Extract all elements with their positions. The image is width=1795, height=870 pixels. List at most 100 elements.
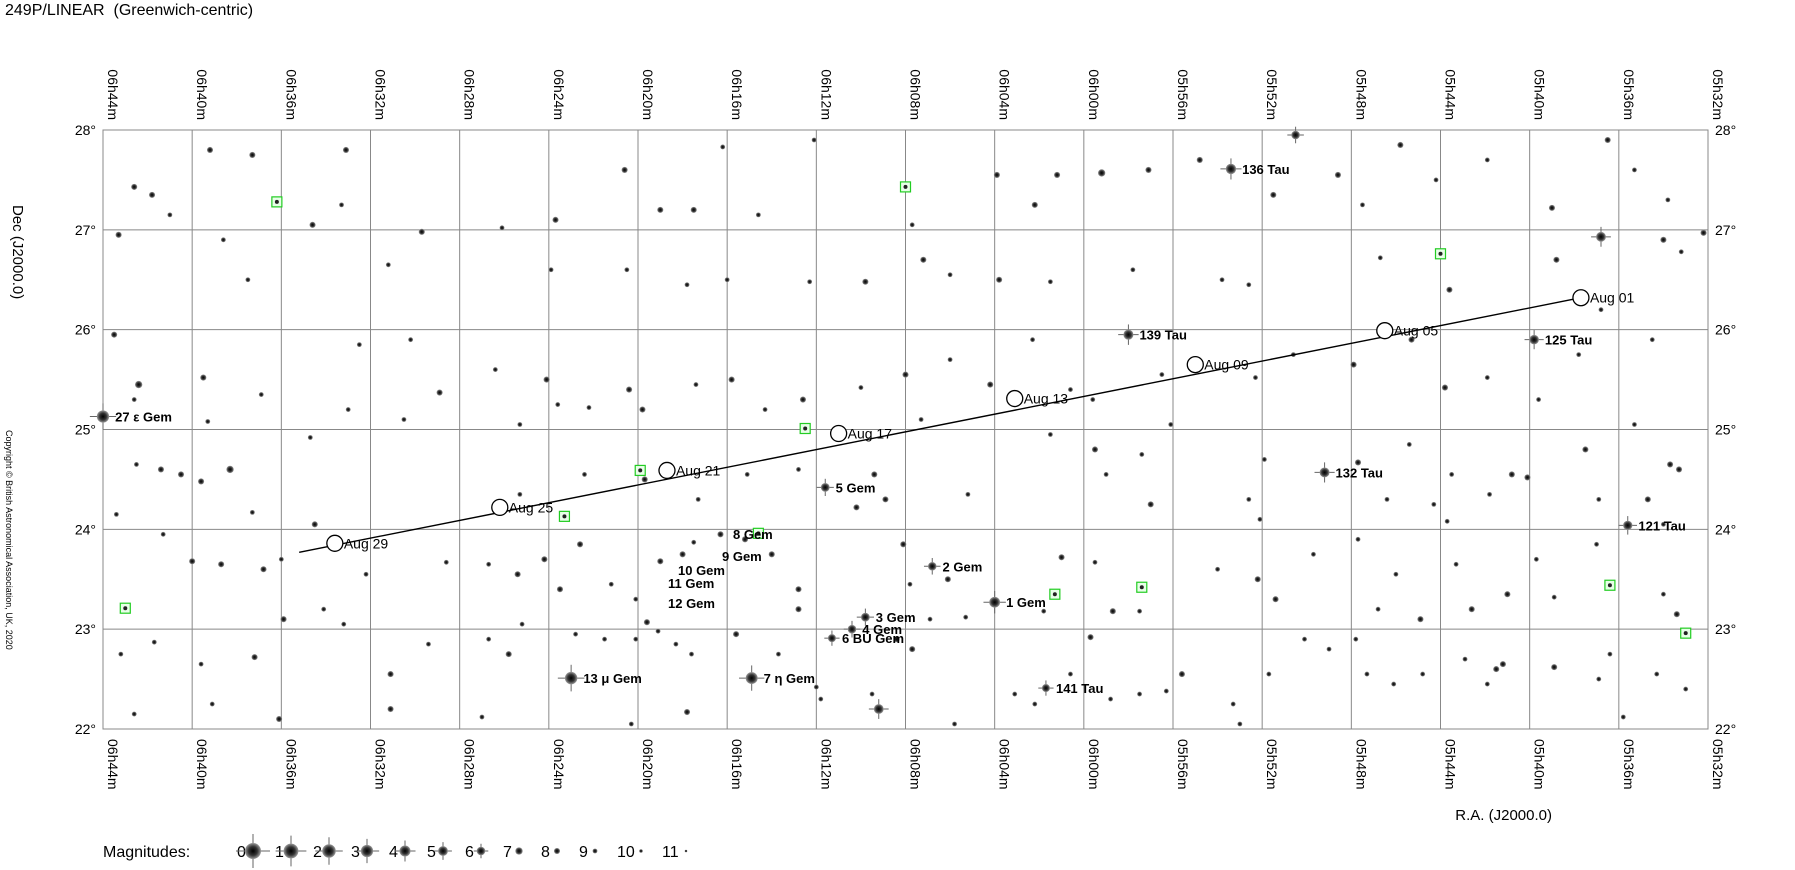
star (1047, 432, 1053, 437)
star (628, 721, 634, 727)
star (505, 651, 512, 658)
named-star (1529, 334, 1539, 345)
ra-tick-label-top: 06h44m (105, 69, 121, 120)
named-star-label: 132 Tau (1336, 465, 1384, 480)
star (1272, 596, 1279, 603)
legend-mag-label: 2 (313, 844, 322, 861)
star (1092, 559, 1098, 565)
ra-tick-label-bottom: 06h28m (462, 739, 478, 790)
ra-tick-label-bottom: 05h52m (1264, 739, 1280, 790)
star (1168, 422, 1174, 427)
star (1215, 566, 1221, 572)
dec-tick-label-right: 27° (1715, 222, 1736, 238)
star (657, 206, 664, 213)
star (552, 216, 559, 223)
named-star-label: 7 η Gem (764, 671, 815, 686)
ra-tick-label-bottom: 06h40m (194, 739, 210, 790)
star (131, 711, 137, 717)
star (280, 616, 287, 623)
ra-tick-label-bottom: 06h32m (373, 739, 389, 790)
star (189, 558, 196, 565)
named-star-label: 5 Gem (836, 480, 876, 495)
star (695, 496, 701, 502)
star (944, 576, 951, 583)
star (276, 715, 283, 723)
nonstellar-object-dot (1139, 585, 1144, 590)
star (1468, 606, 1475, 613)
star (1130, 267, 1136, 273)
star (1311, 551, 1316, 557)
legend-star (684, 849, 688, 853)
star (1649, 337, 1655, 343)
star (198, 661, 204, 667)
star (321, 606, 327, 612)
ra-tick-label-bottom: 06h36m (283, 739, 299, 790)
comet-date-label: Aug 13 (1024, 391, 1069, 407)
star (691, 539, 697, 545)
named-star-label: 8 Gem (733, 527, 773, 542)
star (1431, 501, 1437, 507)
star (717, 531, 724, 538)
star (744, 472, 750, 477)
star (167, 212, 173, 218)
star (479, 714, 485, 720)
legend-star (245, 843, 261, 859)
star (1504, 591, 1511, 598)
star (1665, 197, 1671, 203)
star (1620, 714, 1626, 720)
star (1594, 541, 1599, 547)
star (1553, 256, 1560, 263)
star (900, 541, 907, 548)
star (260, 566, 267, 573)
named-star-label: 11 Gem (668, 576, 714, 591)
star (514, 571, 521, 578)
star (1533, 556, 1539, 562)
star (1551, 594, 1557, 600)
star (1261, 457, 1267, 462)
nonstellar-object-dot (1607, 583, 1612, 588)
legend-mag-label: 11 (662, 844, 679, 861)
named-star-label: 4 Gem (862, 622, 902, 637)
legend-star (283, 843, 299, 859)
star (1420, 671, 1426, 677)
ra-tick-label-bottom: 06h08m (908, 739, 924, 790)
star (952, 721, 957, 727)
dec-tick-label-left: 24° (75, 521, 96, 537)
star (1219, 277, 1225, 283)
star (1137, 691, 1142, 697)
dec-tick-label-left: 27° (75, 222, 96, 238)
comet-position-marker (491, 498, 509, 517)
ra-tick-label-top: 05h48m (1353, 69, 1369, 120)
star (408, 337, 414, 343)
named-star (927, 561, 937, 571)
star (1360, 202, 1365, 208)
legend-star (476, 846, 486, 856)
star (689, 651, 694, 657)
star (907, 581, 913, 587)
star (1673, 611, 1680, 618)
nonstellar-object-dot (638, 468, 643, 473)
ra-tick-label-bottom: 05h44m (1443, 739, 1459, 790)
star (341, 621, 347, 627)
ra-tick-label-top: 06h00m (1086, 69, 1102, 120)
legend-mag-label: 3 (351, 844, 360, 861)
star (1109, 608, 1116, 615)
star (1354, 459, 1362, 466)
star (209, 701, 215, 707)
star (1667, 461, 1674, 468)
named-star-label: 1 Gem (1006, 595, 1046, 610)
star (1417, 616, 1424, 623)
named-star-label: 3 Gem (876, 610, 916, 625)
star (641, 476, 648, 483)
star (909, 222, 915, 228)
star (1377, 255, 1383, 261)
named-star (1041, 684, 1050, 693)
ra-tick-label-bottom: 06h12m (818, 739, 834, 790)
star (1391, 681, 1397, 687)
star (519, 621, 525, 627)
star (1090, 397, 1096, 402)
star (118, 651, 124, 657)
named-star-label: 141 Tau (1056, 681, 1104, 696)
star (1139, 452, 1145, 457)
copyright-note: Copyright © British Astronomical Associa… (4, 430, 14, 650)
